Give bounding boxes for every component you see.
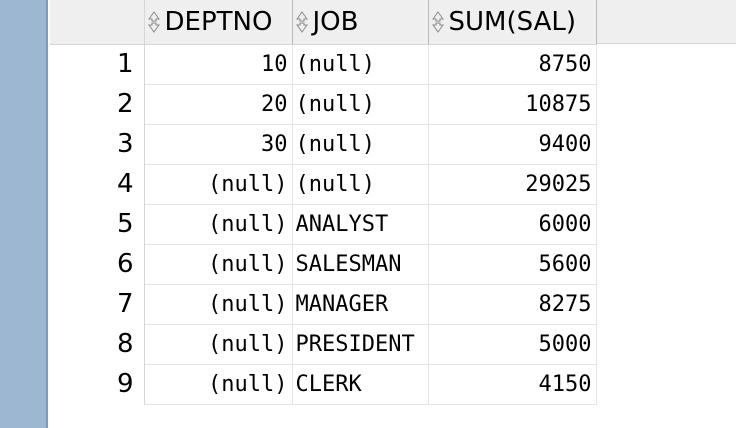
row-number: 3: [50, 124, 145, 164]
cell-deptno[interactable]: (null): [144, 164, 293, 205]
cell-deptno[interactable]: (null): [144, 324, 293, 365]
results-table: DEPTNO JOB: [50, 0, 597, 405]
left-gutter: [0, 0, 48, 428]
column-header-label: DEPTNO: [164, 6, 273, 37]
cell-job[interactable]: (null): [292, 84, 429, 125]
cell-job[interactable]: (null): [292, 164, 429, 205]
cell-job[interactable]: SALESMAN: [292, 244, 429, 285]
cell-deptno[interactable]: 20: [144, 84, 293, 125]
column-header-job[interactable]: JOB: [292, 0, 429, 45]
table-row[interactable]: 5 (null) ANALYST 6000: [50, 204, 597, 245]
table-row[interactable]: 3 30 (null) 9400: [50, 124, 597, 165]
row-number: 8: [50, 324, 145, 364]
cell-sum-sal[interactable]: 9400: [428, 124, 597, 165]
cell-deptno[interactable]: 30: [144, 124, 293, 165]
cell-deptno[interactable]: (null): [144, 204, 293, 245]
column-header-deptno[interactable]: DEPTNO: [144, 0, 293, 45]
table-row[interactable]: 2 20 (null) 10875: [50, 84, 597, 125]
row-number: 9: [50, 364, 145, 404]
cell-deptno[interactable]: 10: [144, 44, 293, 85]
cell-sum-sal[interactable]: 10875: [428, 84, 597, 125]
cell-sum-sal[interactable]: 5000: [428, 324, 597, 365]
sort-updown-icon[interactable]: [147, 9, 161, 35]
cell-job[interactable]: PRESIDENT: [292, 324, 429, 365]
cell-sum-sal[interactable]: 8275: [428, 284, 597, 325]
row-number: 2: [50, 84, 145, 124]
result-grid: DEPTNO JOB: [50, 0, 736, 428]
cell-job[interactable]: ANALYST: [292, 204, 429, 245]
cell-sum-sal[interactable]: 8750: [428, 44, 597, 85]
cell-sum-sal[interactable]: 5600: [428, 244, 597, 285]
table-row[interactable]: 4 (null) (null) 29025: [50, 164, 597, 205]
cell-sum-sal[interactable]: 6000: [428, 204, 597, 245]
cell-deptno[interactable]: (null): [144, 284, 293, 325]
row-number: 4: [50, 164, 145, 204]
cell-job[interactable]: CLERK: [292, 364, 429, 405]
row-number: 1: [50, 44, 145, 84]
table-row[interactable]: 6 (null) SALESMAN 5600: [50, 244, 597, 285]
cell-job[interactable]: MANAGER: [292, 284, 429, 325]
table-row[interactable]: 7 (null) MANAGER 8275: [50, 284, 597, 325]
sort-updown-icon[interactable]: [295, 9, 309, 35]
column-header-label: SUM(SAL): [448, 6, 577, 37]
cell-sum-sal[interactable]: 4150: [428, 364, 597, 405]
sort-updown-icon[interactable]: [431, 9, 445, 35]
header-row: DEPTNO JOB: [50, 0, 597, 45]
table-row[interactable]: 9 (null) CLERK 4150: [50, 364, 597, 405]
cell-deptno[interactable]: (null): [144, 364, 293, 405]
row-number-header: [50, 0, 145, 45]
row-number: 7: [50, 284, 145, 324]
cell-job[interactable]: (null): [292, 124, 429, 165]
row-number: 5: [50, 204, 145, 244]
column-header-label: JOB: [312, 6, 359, 37]
cell-sum-sal[interactable]: 29025: [428, 164, 597, 205]
cell-job[interactable]: (null): [292, 44, 429, 85]
cell-deptno[interactable]: (null): [144, 244, 293, 285]
table-row[interactable]: 8 (null) PRESIDENT 5000: [50, 324, 597, 365]
table-row[interactable]: 1 10 (null) 8750: [50, 44, 597, 85]
row-number: 6: [50, 244, 145, 284]
column-header-sum-sal[interactable]: SUM(SAL): [428, 0, 597, 45]
